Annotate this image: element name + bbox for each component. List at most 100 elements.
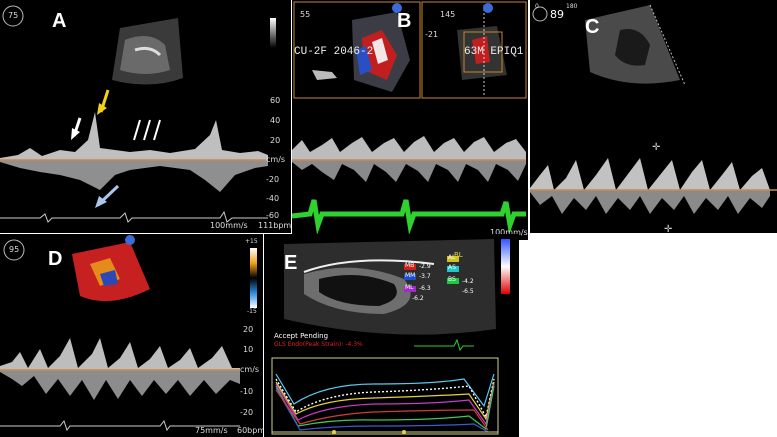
panel-c-graphics: ✛ ✛	[530, 4, 777, 233]
panel-b-right-neg: -21	[425, 30, 439, 39]
panel-e-seg-green	[447, 278, 459, 284]
panel-a-grayscale-bar	[270, 18, 276, 48]
panel-e-curve-blue	[275, 387, 489, 433]
panel-b-left-probe-icon	[392, 3, 402, 13]
panel-a-white-arrow-3	[143, 119, 151, 141]
panel-d-graphics	[0, 235, 257, 432]
panel-c-crosshair-icon-2: ✛	[664, 224, 672, 233]
panel-d-cbar-top: +15	[245, 238, 258, 245]
panel-a-forward-flow	[0, 112, 268, 160]
panel-e-seg-v2: -3.7	[419, 273, 431, 280]
panel-b-right-frame	[421, 1, 527, 99]
panel-a-tick-6: -60	[266, 211, 280, 220]
panel-d-angle: 95	[9, 245, 20, 254]
panel-a-reverse-flow	[0, 160, 268, 192]
panel-b-forward-flow	[292, 136, 526, 160]
panel-c-scale-right: 180	[566, 3, 578, 10]
panel-e-colorbar	[501, 239, 510, 294]
panel-e-seg-m4: AL	[448, 254, 456, 261]
panel-e-curve-global	[275, 378, 495, 419]
panel-a-tick-1: 40	[270, 116, 281, 125]
panel-c-probe-angle-icon	[532, 6, 548, 22]
panel-e-curve-red	[275, 389, 489, 431]
panel-e-label: E	[284, 252, 298, 274]
panel-b-left-structure	[312, 70, 337, 80]
panel-c-scale-left: 0	[535, 3, 539, 10]
panel-e-seg-blue	[404, 274, 416, 280]
panel-d-colorbar	[250, 248, 257, 308]
panel-c: ✛ ✛ C 89 0 180	[530, 0, 777, 233]
panel-d-probe-icon	[125, 235, 135, 245]
panel-c-cursor-line	[649, 4, 686, 86]
panel-b-left-white-core	[372, 38, 388, 64]
panel-b-left-text: CU-2F 2046-2	[294, 46, 374, 58]
panel-b-label: B	[397, 10, 412, 32]
panel-b-right-probe-icon	[483, 3, 493, 13]
panel-d-label: D	[48, 248, 63, 270]
panel-d: D 95 +15 -15 20 10 cm/s -10 -20 75mm/s 6…	[0, 234, 263, 437]
panel-c-angle: 89	[550, 8, 564, 21]
panel-d-sweep: 75mm/s	[195, 426, 228, 435]
panel-a-ecg-trace	[0, 210, 268, 223]
panel-d-probe-angle-icon	[3, 239, 25, 261]
panel-d-ecg-trace	[0, 419, 240, 432]
panel-a-sweep: 100mm/s	[210, 221, 248, 230]
panel-b-left-blue-jet	[356, 46, 372, 75]
panel-d-tick-3: -10	[240, 387, 254, 396]
panel-e-seg-m6: BS	[448, 276, 456, 283]
panel-b: B 55 CU-2F 2046-2 145 -21 63M EPIQ1 100m…	[292, 0, 528, 240]
panel-d-forward-flow	[0, 338, 240, 370]
panel-c-cavity	[615, 29, 650, 66]
panel-e-seg-v5: -6.5	[462, 288, 474, 295]
panel-a-blue-arrowhead	[95, 196, 107, 208]
panel-a-tick-3: cm/s	[266, 155, 286, 164]
panel-e-cavity	[319, 275, 397, 306]
panel-e-strain-caption: GLS Endo(Peak Strain): -4.3%	[274, 341, 363, 348]
panel-e-curve-green	[275, 385, 495, 431]
panel-c-reverse-flow	[530, 190, 770, 214]
panel-e-seg-m3: ML	[405, 284, 414, 291]
panel-b-reverse-flow	[292, 160, 526, 182]
panel-b-right-angle: 145	[440, 10, 456, 19]
panel-a-hr: 111bpm	[258, 221, 291, 230]
panel-e-graphics	[271, 239, 510, 435]
panel-e-accept: Accept Pending	[274, 332, 329, 340]
panel-a-angle: 75	[8, 11, 19, 20]
panel-b-graphics	[292, 1, 527, 235]
panel-a-tick-5: -40	[266, 194, 280, 203]
panel-c-forward-flow	[530, 158, 770, 190]
panel-a: A 75 60 40 20 cm/s -20 -40 -60 100mm/s 1…	[0, 0, 291, 233]
panel-d-tick-1: 10	[243, 345, 254, 354]
panel-d-tick-0: 20	[243, 325, 254, 334]
panel-b-sweep: 100mm/s	[490, 228, 528, 237]
panel-c-crosshair-icon: ✛	[652, 142, 660, 153]
panel-a-white-arrow-4	[153, 119, 161, 141]
panel-e-seg-red	[404, 264, 416, 270]
panel-b-right-red-jet	[472, 36, 490, 64]
panel-e-time-marker-1	[332, 430, 336, 434]
panel-e-seg-yellow	[447, 256, 459, 262]
panel-a-wall	[134, 46, 162, 57]
panel-a-yellow-arrowhead	[97, 103, 107, 115]
panel-a-tick-4: -20	[266, 175, 280, 184]
panel-d-reverse-flow	[0, 370, 240, 400]
panel-d-cbar-bottom: -15	[247, 308, 257, 315]
panel-b-left-frame	[293, 1, 421, 99]
panel-e-ecg-trace	[414, 338, 474, 352]
panel-a-label: A	[52, 10, 67, 32]
panel-a-tissue	[120, 36, 170, 74]
panel-a-white-arrow-2	[133, 119, 141, 141]
panel-e-seg-v4: -6.2	[412, 295, 424, 302]
panel-e-seg-v1: -2.9	[419, 263, 431, 270]
panel-a-tick-0: 60	[270, 96, 281, 105]
panel-e: E BL MB -2.9 MM -3.7 ML -6.3 AL -6.2 AS …	[264, 234, 519, 437]
panel-c-label: C	[585, 16, 600, 38]
panel-a-tick-2: 20	[270, 136, 281, 145]
panel-e-strain-box	[271, 357, 499, 435]
panel-e-seg-v6: -4.2	[462, 278, 474, 285]
panel-e-seg-m2: MM	[405, 272, 416, 279]
panel-e-seg-bl: BL	[454, 251, 463, 259]
panel-a-probe-angle-icon	[2, 5, 24, 27]
panel-e-time-marker-2	[402, 430, 406, 434]
panel-a-white-arrowhead	[71, 128, 80, 140]
